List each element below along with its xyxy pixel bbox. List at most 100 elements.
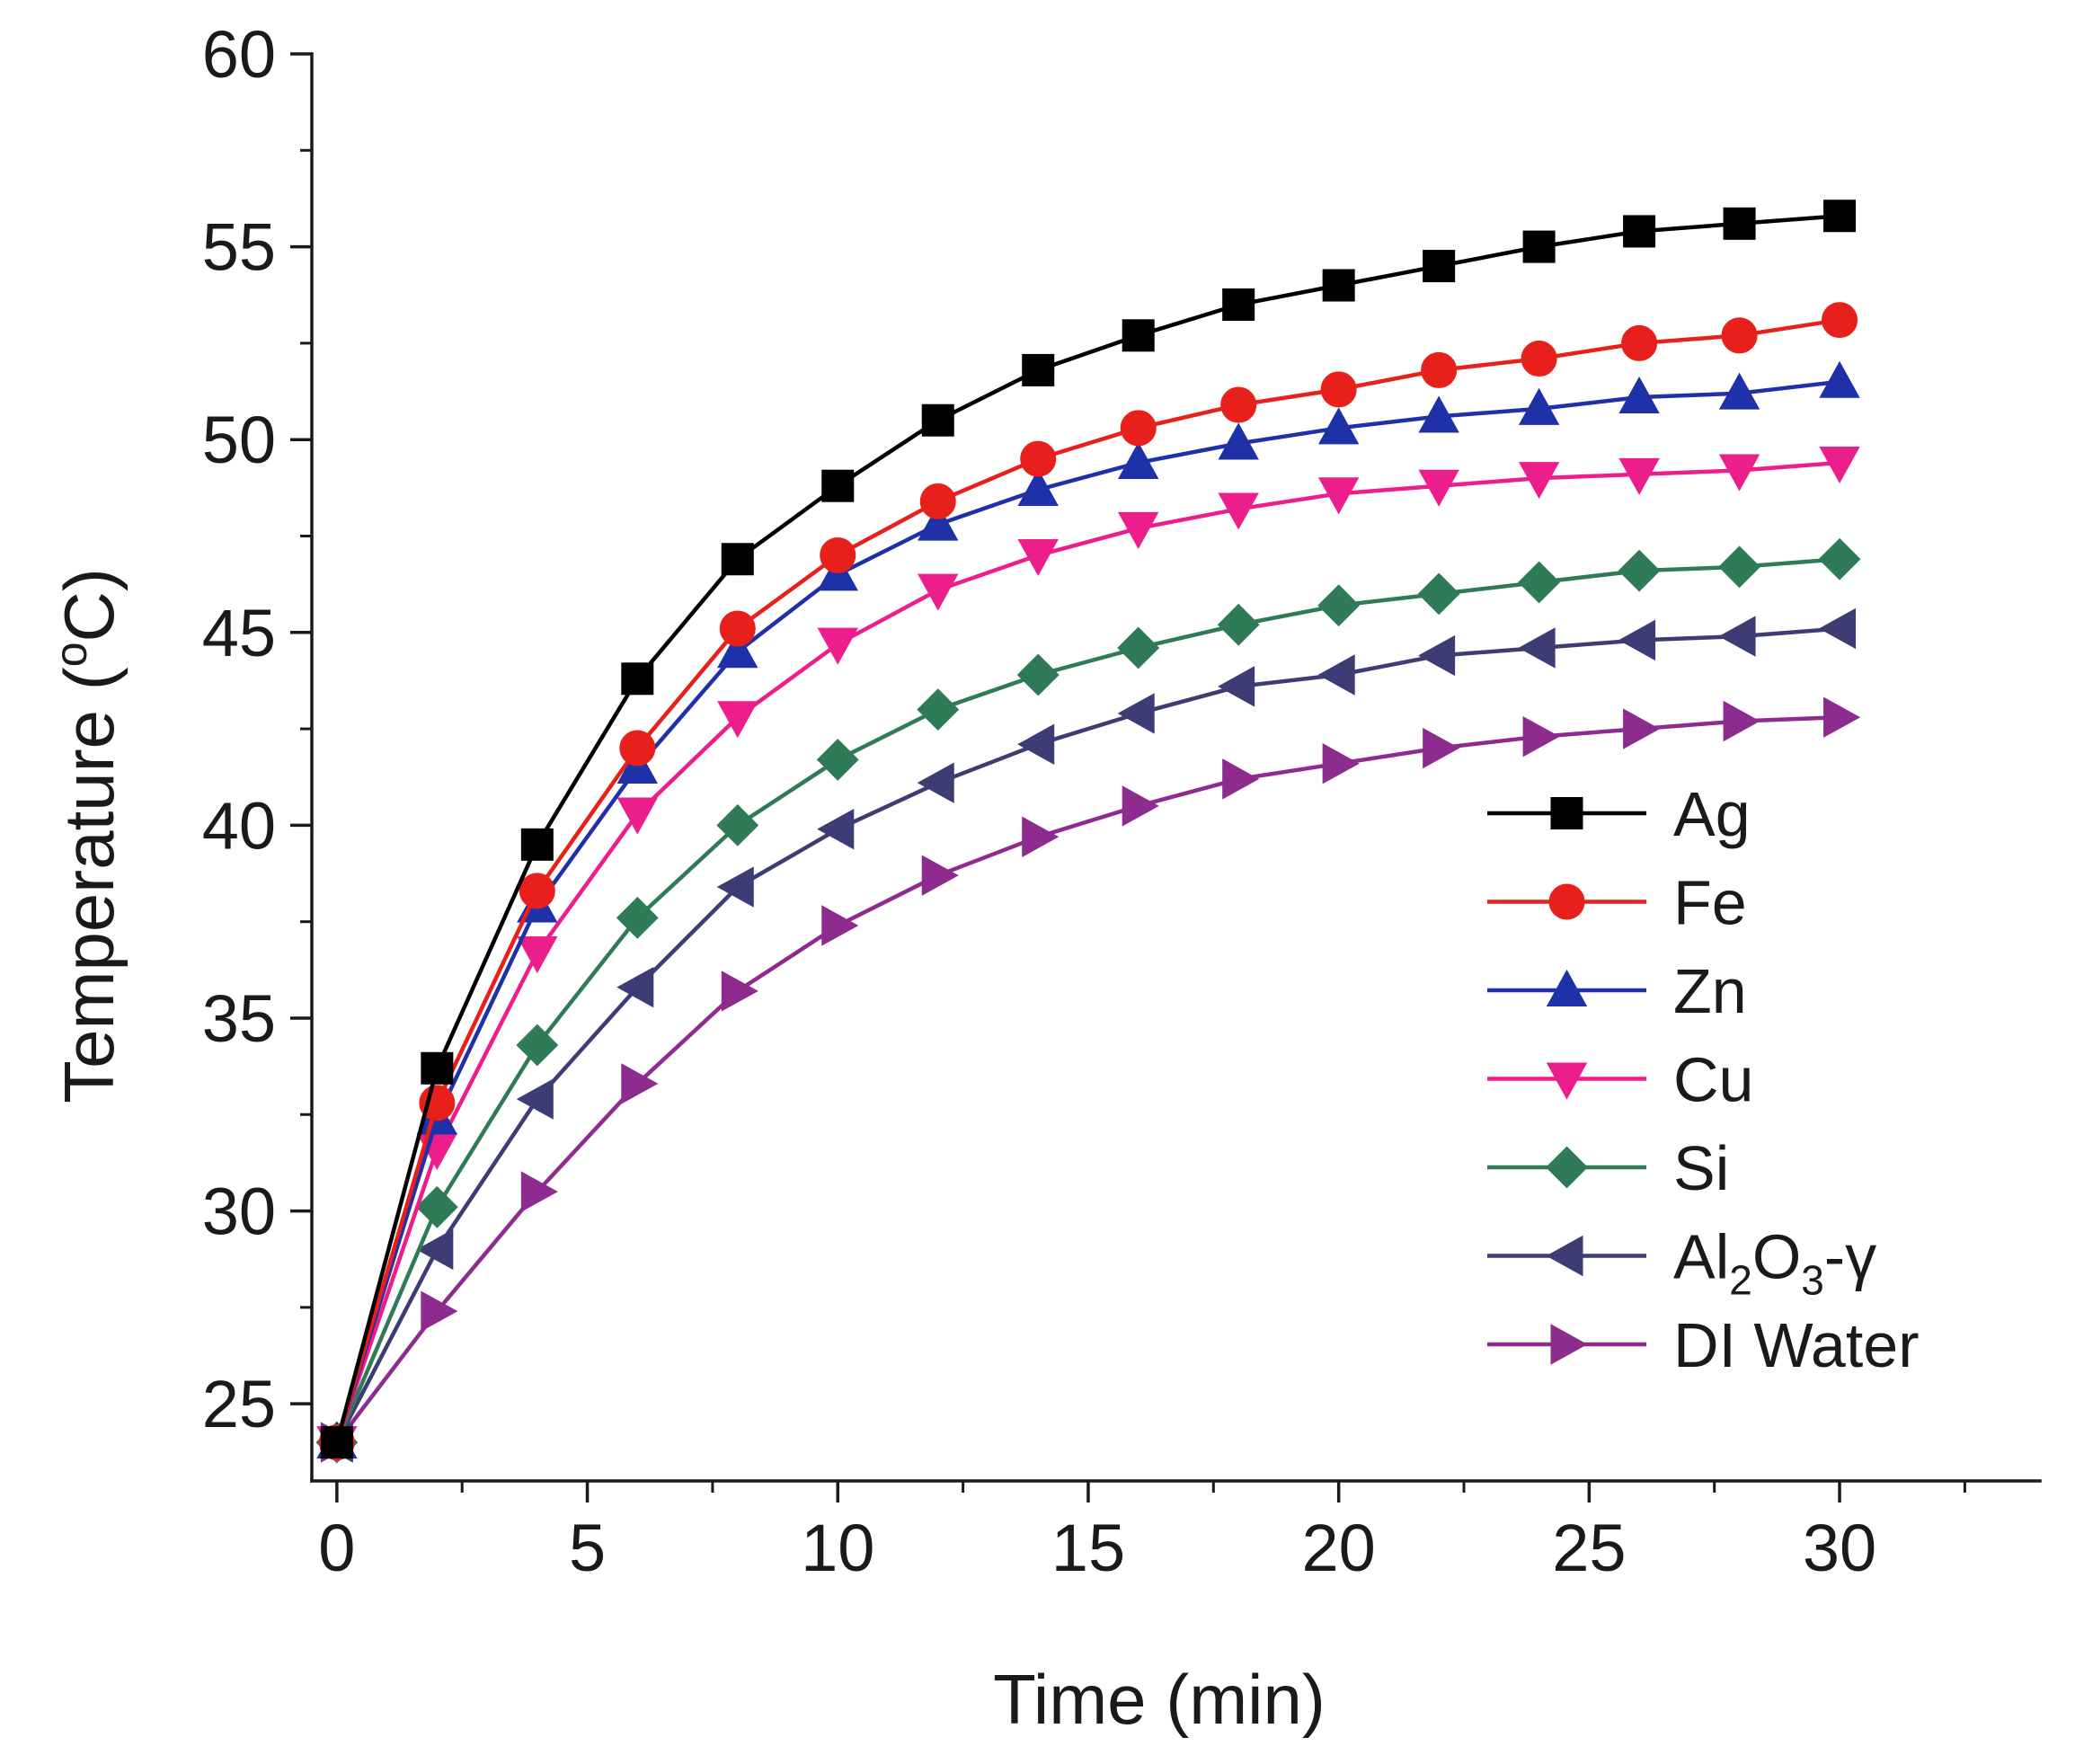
y-tick-label-50: 50	[202, 403, 276, 477]
data-point-cu-12	[918, 573, 959, 611]
x-tick-label-25: 25	[1552, 1511, 1626, 1585]
data-point-ag-28	[1723, 207, 1756, 240]
legend-marker-ag	[1550, 797, 1583, 829]
axes: 0 5 10 15 20 25 30 25 30 35 40 45 50 55 60	[202, 17, 2042, 1585]
data-point-ag-30	[1823, 199, 1857, 233]
series-ag	[320, 199, 1857, 1459]
series-line-si	[334, 556, 1840, 1443]
legend-item-al2o3: Al2O3-γ	[1487, 1222, 1876, 1304]
data-point-zn-26	[1618, 376, 1660, 413]
x-tick-label-15: 15	[1051, 1511, 1125, 1585]
data-point-fe-10	[820, 536, 856, 573]
data-point-fe-30	[1822, 302, 1858, 339]
data-point-fe-22	[1421, 351, 1458, 388]
x-tick-label-30: 30	[1803, 1511, 1876, 1585]
legend-label-part: 3	[1801, 1257, 1824, 1304]
data-point-di-water-10	[821, 905, 859, 946]
legend-label-part: Al	[1673, 1222, 1729, 1292]
x-tick-label-20: 20	[1301, 1511, 1375, 1585]
series-layer	[315, 199, 1861, 1464]
data-point-fe-16	[1120, 410, 1157, 447]
data-point-si-8	[716, 803, 759, 847]
data-point-ag-8	[721, 543, 754, 576]
legend-label-di-water: DI Water	[1673, 1310, 1920, 1380]
data-point-ag-4	[520, 828, 554, 861]
legend-label-al2o3: Al2O3-γ	[1673, 1222, 1876, 1304]
data-point-fe-6	[619, 730, 656, 767]
data-point-cu-4	[517, 936, 558, 974]
x-tick-label-0: 0	[318, 1511, 355, 1585]
y-axis-title: Temperature (oC)	[46, 568, 129, 1104]
data-point-ag-0	[320, 1426, 353, 1459]
series-line-ag	[334, 214, 1840, 1443]
data-point-al2o3-6	[616, 966, 654, 1008]
y-tick-label-30: 30	[202, 1175, 276, 1249]
data-point-al2o3-22	[1418, 634, 1456, 677]
series-line-al2o3	[334, 626, 1840, 1444]
data-point-ag-10	[821, 469, 855, 502]
legend-label-fe: Fe	[1673, 868, 1747, 938]
data-point-di-water-26	[1623, 708, 1661, 749]
y-tick-label-55: 55	[202, 210, 276, 285]
data-point-ag-16	[1122, 319, 1155, 352]
data-point-si-16	[1117, 626, 1160, 669]
series-line-fe	[334, 317, 1840, 1443]
data-point-zn-12	[918, 503, 959, 541]
data-point-si-26	[1618, 549, 1661, 592]
data-point-al2o3-28	[1718, 616, 1756, 657]
y-tick-label-35: 35	[202, 981, 276, 1056]
data-point-ag-14	[1022, 353, 1055, 386]
data-point-fe-26	[1621, 324, 1658, 361]
data-point-cu-10	[817, 627, 858, 665]
data-point-di-water-4	[520, 1171, 558, 1212]
data-point-ag-22	[1423, 250, 1456, 283]
y-axis-title-superscript: o	[46, 642, 96, 667]
legend-marker-fe	[1548, 883, 1585, 920]
data-point-ag-24	[1522, 230, 1556, 263]
legend-label-zn: Zn	[1673, 956, 1747, 1026]
data-point-al2o3-18	[1218, 666, 1255, 707]
legend-marker-di-water	[1550, 1324, 1588, 1365]
data-point-cu-6	[616, 797, 658, 835]
series-si	[315, 537, 1861, 1464]
data-point-zn-8	[717, 631, 758, 669]
data-point-al2o3-26	[1618, 619, 1656, 661]
data-point-zn-28	[1718, 372, 1760, 410]
data-point-al2o3-16	[1117, 693, 1155, 734]
data-point-cu-28	[1718, 454, 1760, 492]
legend-label-si: Si	[1673, 1133, 1729, 1203]
data-point-fe-20	[1320, 371, 1357, 408]
y-tick-label-45: 45	[202, 596, 276, 670]
data-point-fe-18	[1220, 386, 1257, 423]
y-axis-title-prefix: Temperature (	[49, 667, 129, 1104]
data-point-ag-20	[1322, 269, 1355, 302]
data-point-di-water-30	[1823, 696, 1861, 738]
data-point-si-28	[1718, 545, 1760, 589]
data-point-cu-8	[717, 701, 758, 739]
legend-marker-si	[1546, 1146, 1588, 1189]
data-point-fe-28	[1721, 317, 1758, 354]
data-point-di-water-2	[421, 1290, 458, 1332]
series-cu	[316, 446, 1860, 1464]
y-tick-label-60: 60	[202, 17, 276, 92]
data-point-ag-2	[421, 1051, 454, 1085]
data-point-zn-16	[1118, 441, 1159, 479]
legend-item-cu: Cu	[1487, 1045, 1753, 1115]
data-point-si-4	[516, 1024, 559, 1067]
data-point-cu-26	[1618, 457, 1660, 495]
data-point-ag-12	[921, 403, 954, 437]
data-point-cu-24	[1518, 462, 1560, 500]
data-point-si-10	[816, 739, 859, 781]
series-zn	[316, 360, 1860, 1459]
data-point-si-6	[616, 896, 659, 939]
legend-label-part: -γ	[1824, 1222, 1876, 1292]
series-line-di-water	[335, 714, 1840, 1444]
data-point-al2o3-14	[1017, 723, 1055, 765]
data-point-cu-14	[1017, 538, 1059, 577]
data-point-zn-30	[1819, 360, 1860, 398]
legend-marker-al2o3	[1546, 1235, 1583, 1277]
legend-item-fe: Fe	[1487, 868, 1747, 938]
data-point-di-water-24	[1522, 715, 1560, 758]
data-point-al2o3-10	[817, 808, 855, 850]
